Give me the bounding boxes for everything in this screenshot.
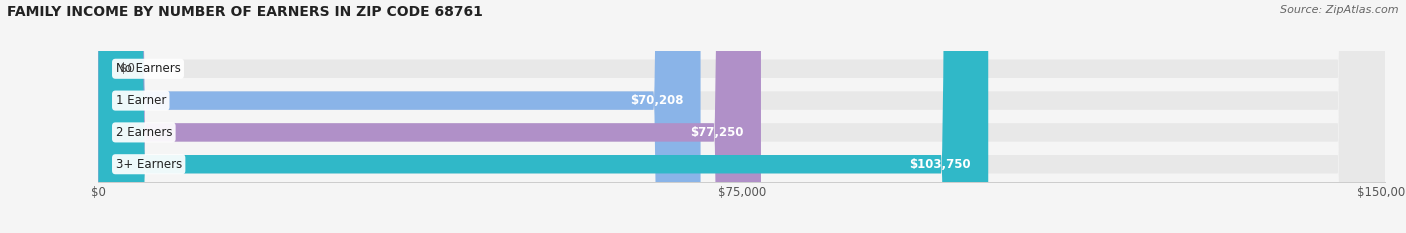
FancyBboxPatch shape xyxy=(98,0,1385,233)
Text: FAMILY INCOME BY NUMBER OF EARNERS IN ZIP CODE 68761: FAMILY INCOME BY NUMBER OF EARNERS IN ZI… xyxy=(7,5,482,19)
FancyBboxPatch shape xyxy=(98,0,700,233)
FancyBboxPatch shape xyxy=(98,0,1385,233)
Text: 3+ Earners: 3+ Earners xyxy=(115,158,181,171)
Text: $103,750: $103,750 xyxy=(910,158,972,171)
Text: Source: ZipAtlas.com: Source: ZipAtlas.com xyxy=(1281,5,1399,15)
FancyBboxPatch shape xyxy=(98,0,1385,233)
FancyBboxPatch shape xyxy=(98,0,1385,233)
Text: 1 Earner: 1 Earner xyxy=(115,94,166,107)
Text: $0: $0 xyxy=(120,62,135,75)
Text: $77,250: $77,250 xyxy=(690,126,744,139)
Text: $70,208: $70,208 xyxy=(630,94,683,107)
Text: 2 Earners: 2 Earners xyxy=(115,126,172,139)
Text: No Earners: No Earners xyxy=(115,62,180,75)
FancyBboxPatch shape xyxy=(98,0,988,233)
FancyBboxPatch shape xyxy=(98,0,761,233)
